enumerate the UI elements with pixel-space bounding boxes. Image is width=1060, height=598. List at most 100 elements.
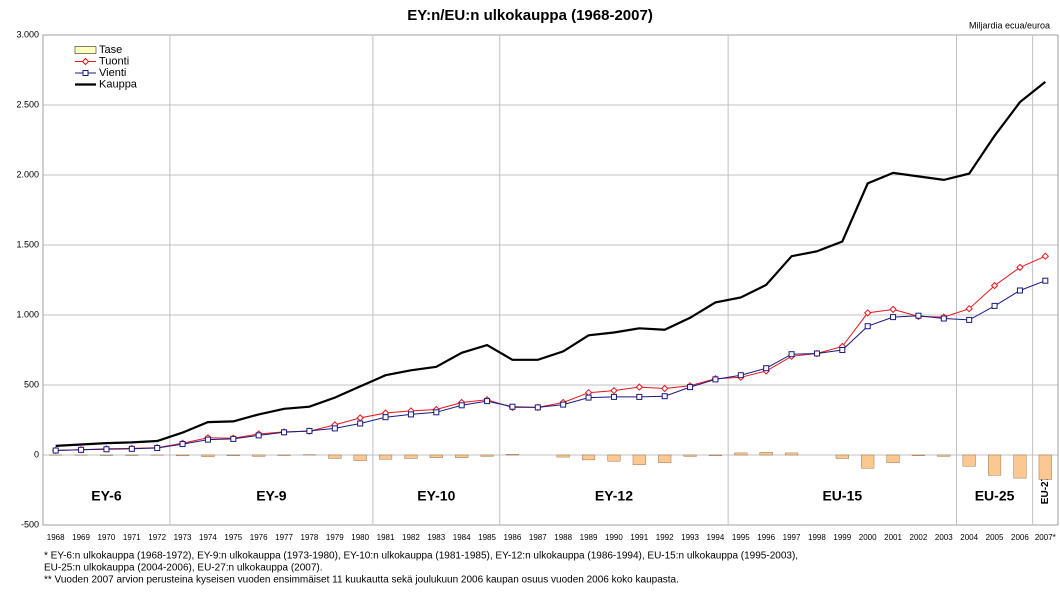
- bar: [759, 452, 773, 456]
- marker: [509, 403, 516, 410]
- bar: [429, 454, 443, 458]
- marker: [534, 404, 541, 411]
- marker: [610, 386, 618, 395]
- bar: [505, 454, 519, 456]
- bar: [734, 452, 748, 456]
- marker: [433, 409, 440, 416]
- x-tick-label: 1998: [808, 533, 826, 542]
- marker: [458, 402, 465, 409]
- marker: [737, 372, 744, 379]
- bar: [962, 454, 976, 467]
- x-tick-label: 1988: [554, 533, 572, 542]
- x-tick-label: 1985: [478, 533, 496, 542]
- marker: [965, 304, 973, 313]
- bar: [201, 454, 215, 458]
- bar: [404, 454, 418, 459]
- x-tick-label: 1999: [833, 533, 851, 542]
- bar: [683, 454, 697, 457]
- y-tick-label: 2.000: [16, 169, 39, 179]
- bar: [379, 454, 393, 460]
- unit-label: Miljardia ecua/euroa: [969, 20, 1050, 30]
- marker: [1041, 252, 1050, 260]
- x-tick-label: 1994: [707, 533, 725, 542]
- x-tick-label: 2004: [960, 533, 978, 542]
- x-tick-label: 1995: [732, 533, 750, 542]
- x-tick-label: 1996: [757, 533, 775, 542]
- y-tick-label: 1.000: [16, 309, 39, 319]
- footnote: * EY-6:n ulkokauppa (1968-1972), EY-9:n …: [44, 551, 798, 562]
- x-tick-label: 1973: [174, 533, 192, 542]
- y-tick-label: 3.000: [16, 29, 39, 39]
- x-tick-label: 2003: [935, 533, 953, 542]
- x-tick-label: 1976: [250, 533, 268, 542]
- x-tick-label: 2007*: [1035, 533, 1056, 542]
- era-label: EU-15: [822, 488, 862, 504]
- x-tick-label: 2005: [986, 533, 1004, 542]
- x-tick-label: 1970: [98, 533, 116, 542]
- x-tick-label: 2000: [859, 533, 877, 542]
- marker: [331, 425, 338, 432]
- marker: [255, 432, 262, 439]
- marker: [915, 312, 922, 319]
- bar: [353, 454, 367, 461]
- marker: [78, 446, 85, 453]
- marker: [636, 393, 643, 400]
- marker: [940, 315, 947, 322]
- marker: [306, 427, 313, 434]
- x-tick-label: 1984: [453, 533, 471, 542]
- x-tick-label: 1978: [301, 533, 319, 542]
- bar: [785, 452, 799, 456]
- bar: [328, 454, 342, 459]
- y-tick-label: 2.500: [16, 99, 39, 109]
- era-label: EU-27: [1040, 475, 1051, 504]
- legend-label: Tase: [99, 44, 122, 56]
- y-tick-label: 500: [24, 379, 39, 389]
- marker: [661, 393, 668, 400]
- marker: [990, 281, 999, 290]
- marker: [230, 435, 237, 442]
- x-tick-label: 1969: [72, 533, 90, 542]
- marker: [357, 420, 364, 427]
- bar: [658, 454, 672, 463]
- marker: [154, 445, 161, 451]
- bar: [1013, 454, 1027, 479]
- footnote: EU-25:n ulkokauppa (2004-2006), EU-27:n …: [44, 563, 323, 574]
- line: [55, 255, 1046, 451]
- marker: [610, 393, 617, 400]
- line: [55, 280, 1046, 451]
- marker: [484, 398, 491, 405]
- x-tick-label: 1982: [402, 533, 420, 542]
- x-tick-label: 2002: [910, 533, 928, 542]
- marker: [687, 384, 694, 391]
- y-tick-label: -500: [21, 519, 39, 529]
- bar: [937, 454, 951, 457]
- x-tick-label: 1968: [47, 533, 65, 542]
- chart-title: EY:n/EU:n ulkokauppa (1968-2007): [407, 7, 653, 24]
- legend-marker: [82, 70, 89, 76]
- bar: [886, 454, 900, 463]
- x-tick-label: 1980: [351, 533, 369, 542]
- bar: [582, 454, 596, 461]
- marker: [382, 414, 389, 421]
- legend-marker: [81, 57, 90, 66]
- x-tick-label: 1972: [148, 533, 166, 542]
- bar: [1038, 454, 1052, 480]
- era-label: EY-6: [91, 488, 122, 504]
- x-tick-label: 2001: [884, 533, 902, 542]
- marker: [788, 351, 795, 358]
- marker: [1042, 277, 1049, 284]
- legend-swatch: [74, 46, 97, 54]
- x-tick-label: 1975: [224, 533, 242, 542]
- bar: [835, 454, 849, 459]
- bar: [556, 454, 570, 458]
- marker: [407, 411, 414, 418]
- x-tick-label: 1987: [529, 533, 547, 542]
- x-tick-label: 1992: [656, 533, 674, 542]
- bar: [176, 454, 190, 457]
- x-tick-label: 1997: [783, 533, 801, 542]
- bar: [708, 454, 722, 456]
- x-tick-label: 1977: [275, 533, 293, 542]
- bar: [911, 454, 925, 456]
- x-tick-label: 2006: [1011, 533, 1029, 542]
